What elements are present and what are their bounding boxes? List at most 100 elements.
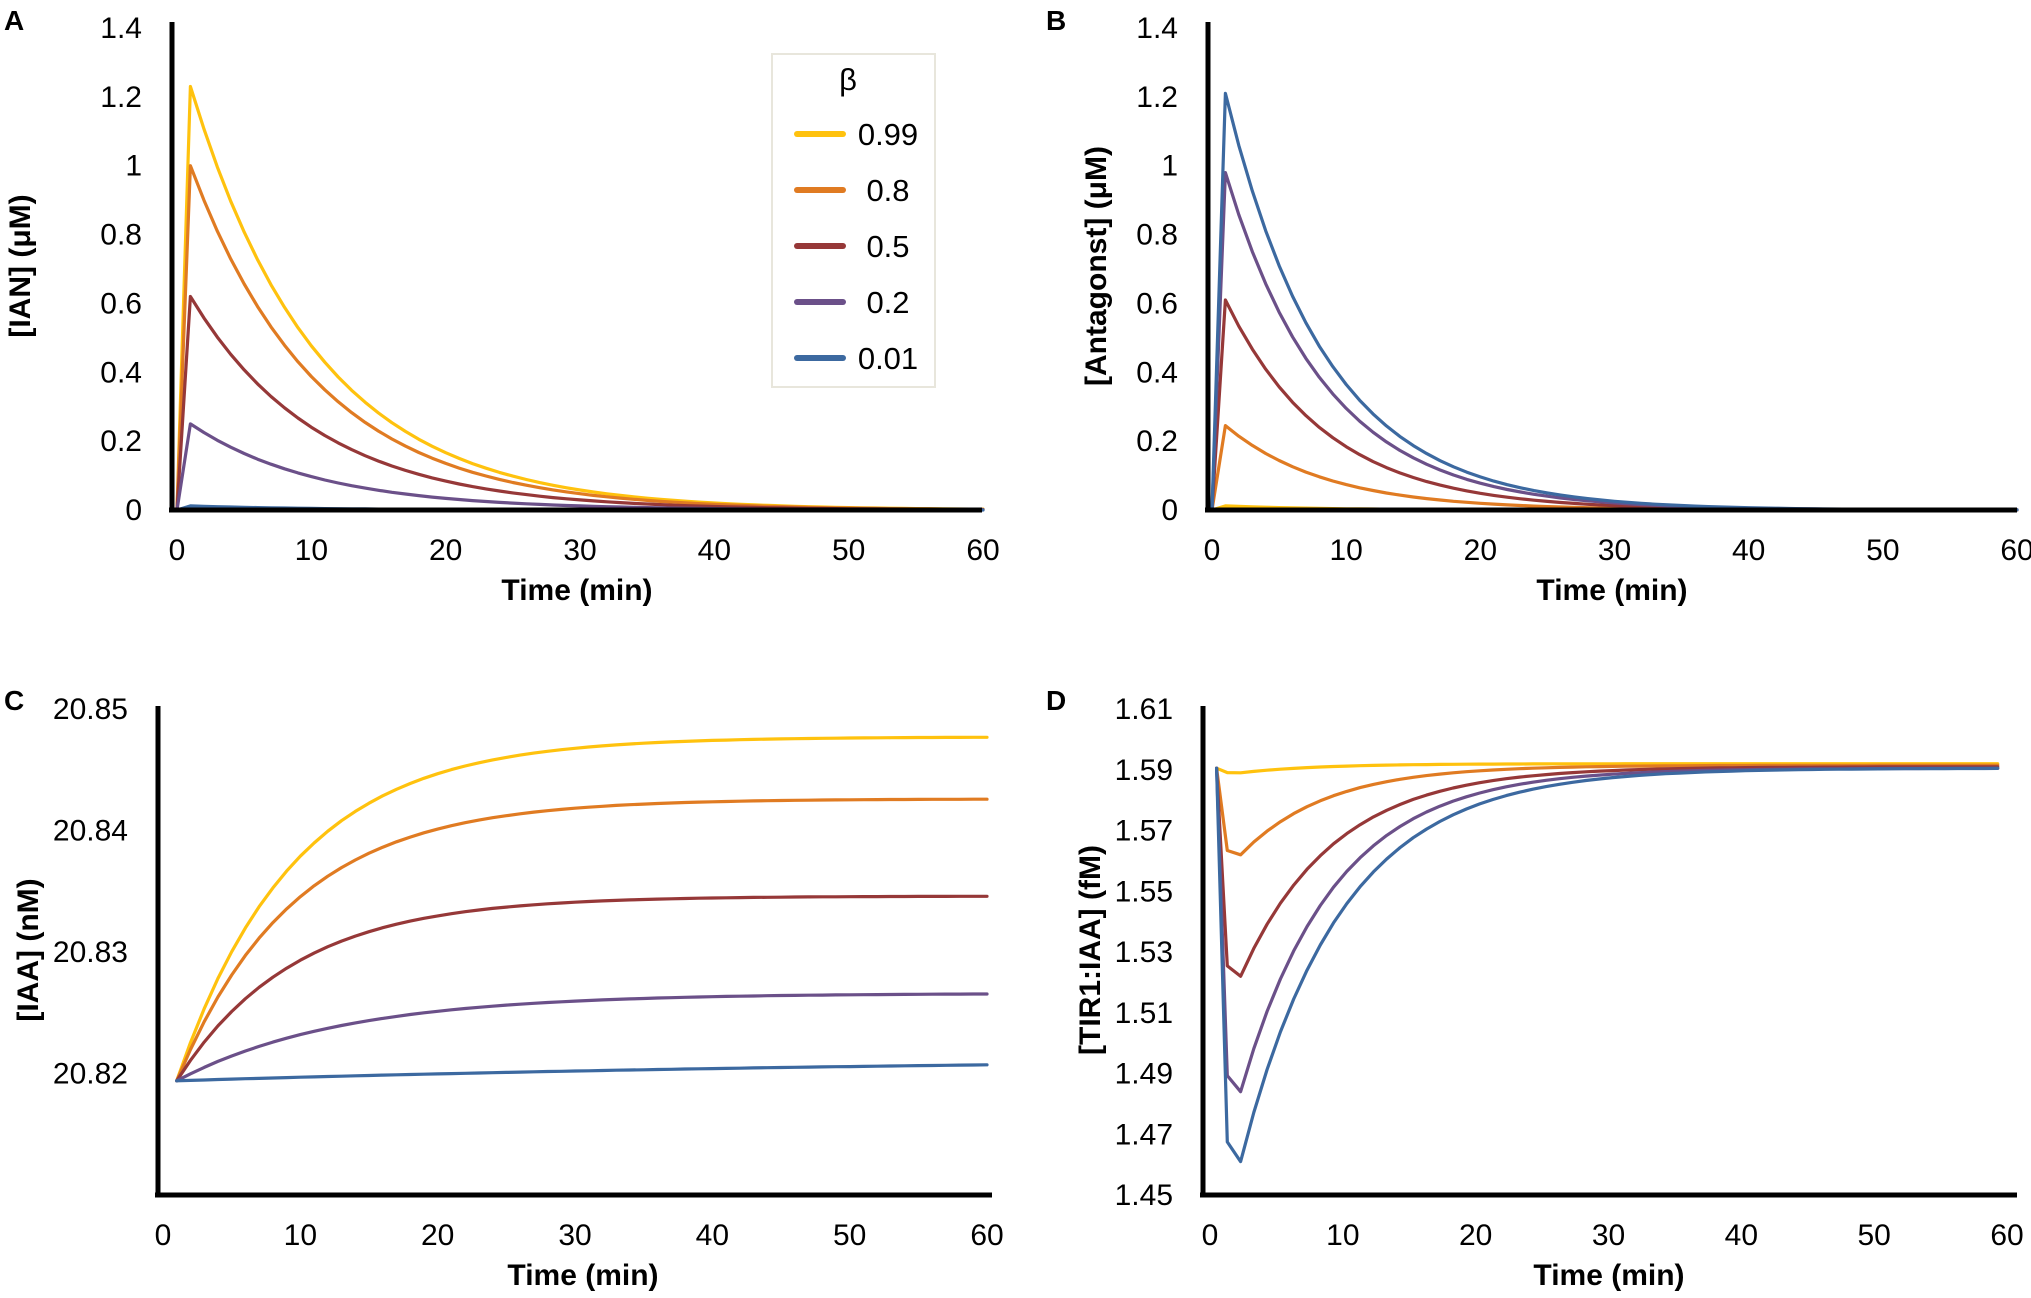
panel-d: D 1.45 1.47 1.49 1.51 1.53 1.55 1.57 1.59 1.61 0… (1046, 685, 2024, 1292)
panel-b-x-tick-label: 60 (2000, 534, 2031, 567)
panel-d-y-tick-label: 1.57 (1115, 815, 1173, 848)
panel-d-series-0_01 (1215, 766, 2000, 1164)
panel-d-y-tick-label: 1.59 (1115, 754, 1173, 787)
panel-d-series-0_8 (1215, 763, 2000, 857)
panel-d-y-tick-label: 1.61 (1115, 693, 1173, 726)
panel-c-y-tick-label: 20.83 (53, 936, 128, 969)
panel-b-x-tick-label: 40 (1732, 534, 1765, 567)
panel-b-letter: B (1046, 5, 1066, 36)
panel-d-x-ticks: 0 10 20 30 40 50 60 (1202, 1219, 2024, 1252)
panel-c-x-tick-label: 50 (833, 1219, 866, 1252)
legend-label-0_01: 0.01 (858, 341, 918, 376)
panel-d-y-tick-label: 1.47 (1115, 1118, 1173, 1151)
panel-d-x-tick-label: 20 (1459, 1219, 1492, 1252)
panel-a-y-tick-label: 0 (125, 494, 142, 527)
panel-c-series-0_8 (175, 797, 989, 1083)
panel-c-x-ticks: 0 10 20 30 40 50 60 (155, 1219, 1004, 1252)
panel-b-y-label: [Antagonst] (μM) (1080, 146, 1113, 386)
panel-b-series (1210, 91, 2019, 512)
panel-b-y-tick-label: 1.4 (1136, 12, 1178, 45)
panel-a-x-tick-label: 20 (429, 534, 462, 567)
panel-d-y-tick-label: 1.51 (1115, 997, 1173, 1030)
panel-b-x-ticks: 0 10 20 30 40 50 60 (1204, 534, 2031, 567)
panel-d-x-tick-label: 40 (1725, 1219, 1758, 1252)
panel-c-x-tick-label: 60 (970, 1219, 1003, 1252)
panel-d-letter: D (1046, 685, 1066, 716)
panel-b-y-tick-label: 0.6 (1136, 287, 1178, 320)
panel-a-x-label: Time (min) (501, 574, 652, 607)
panel-a-y-tick-label: 1.4 (100, 12, 142, 45)
panel-c: C 20.82 20.83 20.84 20.85 0 10 20 30 40 50 60 Tim… (4, 685, 1004, 1292)
panel-b-series-0_5 (1210, 298, 2019, 512)
panel-a-series-0_2 (175, 422, 985, 512)
panel-b-y-tick-label: 0.4 (1136, 356, 1178, 389)
panel-a: A 0 0.2 0.4 0.6 0.8 1 1.2 1.4 0 10 20 30 40 50 60 Tim… (4, 5, 1000, 607)
panel-c-series-0_5 (175, 894, 989, 1083)
panel-b-y-tick-label: 1 (1161, 150, 1178, 183)
panel-a-y-tick-label: 0.4 (100, 356, 142, 389)
legend-label-0_99: 0.99 (858, 117, 918, 152)
panel-b-x-tick-label: 0 (1204, 534, 1221, 567)
panel-b-y-tick-label: 0 (1161, 494, 1178, 527)
panel-a-x-ticks: 0 10 20 30 40 50 60 (169, 534, 1000, 567)
panel-b-y-ticks: 0 0.2 0.4 0.6 0.8 1 1.2 1.4 (1136, 12, 1178, 527)
panel-d-x-tick-label: 60 (1990, 1219, 2023, 1252)
panel-a-y-tick-label: 0.8 (100, 219, 142, 252)
panel-c-series-0_99 (175, 735, 989, 1083)
panel-a-y-tick-label: 1 (125, 150, 142, 183)
panel-d-x-tick-label: 10 (1326, 1219, 1359, 1252)
panel-c-x-tick-label: 30 (558, 1219, 591, 1252)
panel-b-x-tick-label: 20 (1464, 534, 1497, 567)
panel-d-y-tick-label: 1.49 (1115, 1058, 1173, 1091)
panel-d-y-tick-label: 1.53 (1115, 936, 1173, 969)
panel-c-series (175, 735, 989, 1083)
legend-label-0_8: 0.8 (866, 173, 909, 208)
panel-c-letter: C (4, 685, 24, 716)
panel-d-x-label: Time (min) (1533, 1259, 1684, 1292)
panel-a-x-tick-label: 40 (698, 534, 731, 567)
panel-a-y-label: [IAN] (μM) (4, 194, 37, 337)
legend-title: β (839, 62, 857, 97)
panel-c-y-tick-label: 20.84 (53, 815, 128, 848)
panel-a-x-tick-label: 60 (966, 534, 999, 567)
panel-c-series-0_01 (175, 1063, 989, 1083)
panel-c-x-tick-label: 0 (155, 1219, 172, 1252)
panel-b: B 0 0.2 0.4 0.6 0.8 1 1.2 1.4 0 10 20 30 40 50 60 Tim… (1046, 5, 2031, 607)
panel-b-y-tick-label: 0.2 (1136, 425, 1178, 458)
legend: β 0.99 0.8 0.5 0.2 0.01 (771, 53, 936, 388)
panel-d-y-label: [TIR1:IAA] (fM) (1074, 845, 1107, 1055)
panel-a-y-tick-label: 1.2 (100, 81, 142, 114)
legend-entries: 0.99 0.8 0.5 0.2 0.01 (794, 117, 918, 376)
panel-a-y-tick-label: 0.2 (100, 425, 142, 458)
panel-b-x-tick-label: 30 (1598, 534, 1631, 567)
panel-a-y-tick-label: 0.6 (100, 287, 142, 320)
legend-label-0_5: 0.5 (866, 229, 909, 264)
panel-d-series (1215, 762, 2000, 1164)
panel-d-y-ticks: 1.45 1.47 1.49 1.51 1.53 1.55 1.57 1.59 1.61 (1115, 693, 1173, 1212)
panel-d-x-tick-label: 0 (1202, 1219, 1219, 1252)
panel-a-x-tick-label: 30 (563, 534, 596, 567)
panel-c-y-tick-label: 20.85 (53, 693, 128, 726)
panel-b-x-tick-label: 50 (1866, 534, 1899, 567)
panel-b-series-0_01 (1210, 91, 2019, 512)
panel-c-x-tick-label: 40 (696, 1219, 729, 1252)
panel-a-letter: A (4, 5, 24, 36)
panel-b-y-tick-label: 0.8 (1136, 219, 1178, 252)
panel-c-y-tick-label: 20.82 (53, 1058, 128, 1091)
panel-a-x-tick-label: 10 (295, 534, 328, 567)
panel-b-x-tick-label: 10 (1329, 534, 1362, 567)
legend-box (771, 53, 936, 388)
panel-b-y-tick-label: 1.2 (1136, 81, 1178, 114)
panel-c-x-tick-label: 10 (284, 1219, 317, 1252)
panel-d-y-tick-label: 1.45 (1115, 1179, 1173, 1212)
panel-c-y-ticks: 20.82 20.83 20.84 20.85 (53, 693, 128, 1091)
panel-a-x-tick-label: 0 (169, 534, 186, 567)
panel-b-series-0_2 (1210, 171, 2019, 512)
panel-d-x-tick-label: 50 (1857, 1219, 1890, 1252)
panel-b-x-label: Time (min) (1536, 574, 1687, 607)
panel-c-series-0_2 (175, 992, 989, 1083)
panel-d-series-0_2 (1215, 766, 2000, 1094)
panel-d-x-tick-label: 30 (1592, 1219, 1625, 1252)
panel-d-series-0_5 (1215, 765, 2000, 978)
